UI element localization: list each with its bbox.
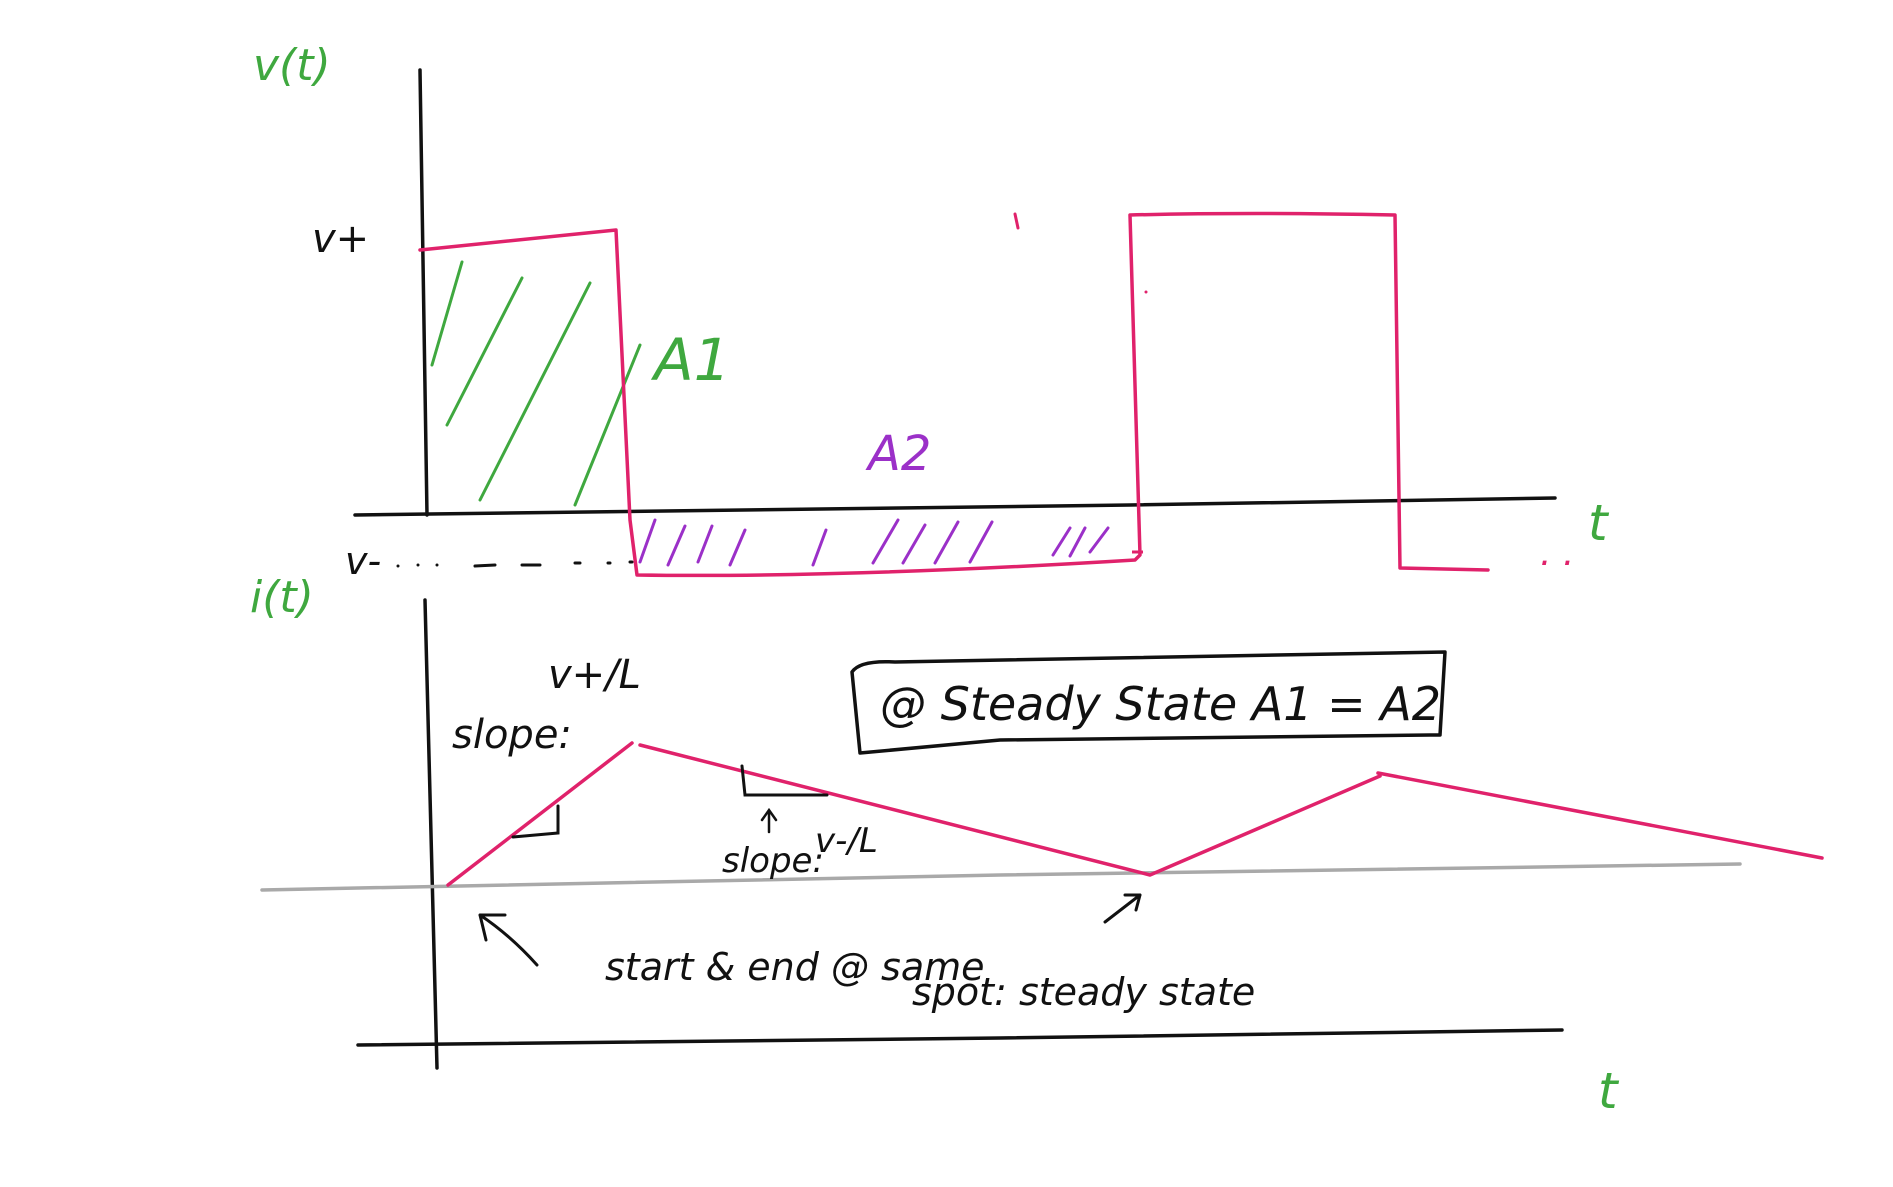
- area-a2-hatch: [638, 518, 1110, 567]
- current-time-axis: [356, 1028, 1564, 1047]
- callout-text: @ Steady State A1 = A2: [880, 677, 1441, 731]
- steady-state-note-line-2: spot: steady state: [912, 970, 1255, 1014]
- stray-mark: [1013, 212, 1020, 230]
- area-a1-label: A1: [650, 326, 731, 394]
- callout-box: [850, 650, 1447, 755]
- fall-slope-value: v-/L: [815, 821, 878, 861]
- start-point-arrow: [478, 913, 539, 967]
- stray-dot: [1144, 290, 1148, 294]
- fall-slope-arrow: [760, 807, 778, 834]
- rise-slope-marker: [511, 804, 560, 839]
- current-axis-label: i(t): [250, 572, 314, 623]
- continuation-dots: . .: [1540, 533, 1574, 574]
- fall-slope-marker: [740, 764, 829, 797]
- rise-slope-label: slope:: [452, 712, 572, 758]
- area-a2-label: A2: [865, 426, 931, 482]
- v-plus-label: v+: [312, 216, 369, 262]
- current-triangle-wave: [446, 741, 1824, 887]
- fall-slope-label: slope:: [722, 841, 824, 881]
- current-plot: i(t) slope: v+/L slope: v-/L start & end…: [250, 572, 1824, 1120]
- voltage-y-axis: [418, 68, 429, 517]
- current-baseline: [260, 862, 1742, 892]
- current-y-axis: [423, 598, 439, 1070]
- voltage-plot: v(t) v+ v- A1 A2 t . .: [253, 40, 1610, 583]
- v-minus-label: v-: [345, 539, 381, 583]
- end-point-arrow: [1103, 893, 1142, 924]
- voltage-time-axis: [353, 496, 1557, 517]
- area-a1-hatch: [430, 260, 642, 507]
- voltage-time-label: t: [1588, 494, 1610, 552]
- v-minus-dashed-line: [396, 560, 634, 568]
- voltage-axis-label: v(t): [253, 40, 331, 91]
- steady-state-note-line-1: start & end @ same: [605, 945, 985, 989]
- voltage-square-wave: [418, 211, 1490, 578]
- rise-slope-value: v+/L: [548, 652, 641, 698]
- steady-state-callout: @ Steady State A1 = A2: [850, 650, 1447, 755]
- current-time-label: t: [1598, 1062, 1620, 1120]
